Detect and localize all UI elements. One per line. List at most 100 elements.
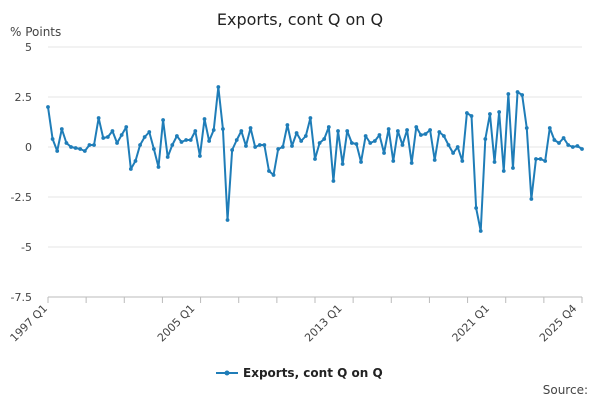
data-point bbox=[455, 145, 460, 149]
data-point bbox=[96, 116, 101, 120]
data-point bbox=[400, 143, 405, 147]
data-point bbox=[69, 145, 73, 149]
data-point bbox=[395, 129, 400, 133]
data-point bbox=[55, 149, 60, 153]
legend-dot-marker bbox=[224, 370, 230, 376]
data-point bbox=[561, 136, 566, 140]
data-point bbox=[138, 143, 142, 147]
data-point bbox=[216, 85, 221, 89]
y-tick-label: 5 bbox=[25, 41, 32, 54]
data-point bbox=[156, 165, 161, 169]
data-point bbox=[368, 141, 373, 145]
data-point bbox=[529, 197, 534, 201]
data-point bbox=[82, 149, 87, 153]
data-point bbox=[290, 144, 294, 148]
data-point bbox=[271, 173, 276, 177]
data-point bbox=[340, 162, 345, 166]
data-point bbox=[142, 135, 147, 139]
x-tick-label: 2005 Q1 bbox=[155, 302, 198, 345]
data-point bbox=[188, 138, 193, 142]
data-point bbox=[478, 229, 483, 233]
data-point bbox=[543, 159, 548, 163]
data-point bbox=[405, 128, 409, 132]
data-point bbox=[202, 117, 207, 121]
data-point bbox=[520, 93, 525, 97]
x-tick-label: 2025 Q4 bbox=[537, 302, 580, 345]
grid-lines bbox=[48, 46, 582, 298]
data-point bbox=[557, 141, 561, 145]
data-point bbox=[345, 129, 350, 133]
data-point bbox=[151, 147, 156, 151]
x-tick-label: 2013 Q1 bbox=[302, 302, 345, 345]
data-point bbox=[391, 159, 396, 163]
data-point bbox=[64, 141, 69, 145]
data-point bbox=[276, 147, 281, 151]
data-point bbox=[547, 126, 552, 130]
data-point bbox=[50, 137, 55, 141]
data-point bbox=[359, 160, 363, 164]
data-point bbox=[230, 148, 235, 152]
data-point bbox=[92, 143, 96, 147]
data-point bbox=[580, 147, 584, 151]
legend-label: Exports, cont Q on Q bbox=[243, 366, 383, 380]
data-point bbox=[446, 143, 451, 147]
data-point bbox=[428, 128, 432, 132]
data-point bbox=[349, 141, 354, 145]
data-point bbox=[377, 133, 382, 137]
legend[interactable]: Exports, cont Q on Q bbox=[216, 366, 383, 380]
y-tick-label: -2.5 bbox=[11, 191, 32, 204]
data-point bbox=[59, 127, 64, 131]
data-point bbox=[253, 145, 258, 149]
data-point bbox=[303, 134, 308, 138]
data-point bbox=[331, 179, 336, 183]
chart-title: Exports, cont Q on Q bbox=[217, 10, 383, 29]
data-point bbox=[105, 135, 110, 139]
x-axis: 1997 Q1 2005 Q1 2013 Q1 2021 Q1 2025 Q4 bbox=[8, 296, 583, 345]
x-tick-label: 2021 Q1 bbox=[450, 302, 493, 345]
data-point bbox=[87, 143, 92, 147]
data-point bbox=[423, 132, 428, 136]
data-point bbox=[497, 110, 502, 114]
data-point bbox=[244, 144, 248, 148]
data-point bbox=[198, 154, 202, 158]
data-point bbox=[492, 160, 497, 164]
data-point bbox=[221, 127, 225, 131]
data-point bbox=[285, 123, 290, 127]
data-point bbox=[234, 138, 239, 142]
unit-label: % Points bbox=[10, 25, 61, 39]
data-point bbox=[511, 166, 515, 170]
data-point bbox=[294, 131, 299, 135]
data-point bbox=[552, 138, 557, 142]
data-point bbox=[317, 141, 322, 145]
data-point bbox=[257, 143, 262, 147]
data-point bbox=[469, 114, 474, 118]
data-point bbox=[207, 139, 212, 143]
data-point bbox=[501, 169, 506, 173]
data-point bbox=[524, 126, 529, 130]
data-point bbox=[184, 138, 189, 142]
data-point bbox=[474, 206, 479, 210]
data-point bbox=[115, 141, 119, 145]
data-point bbox=[239, 129, 244, 133]
y-tick-label: -7.5 bbox=[11, 291, 32, 304]
data-point bbox=[566, 143, 571, 147]
data-point bbox=[483, 137, 488, 141]
data-point bbox=[488, 112, 492, 116]
data-point bbox=[133, 159, 138, 163]
y-tick-label: 0 bbox=[25, 141, 32, 154]
data-point bbox=[313, 157, 317, 161]
data-point bbox=[165, 155, 170, 159]
data-point bbox=[308, 116, 313, 120]
data-point bbox=[515, 90, 520, 94]
data-point bbox=[575, 144, 580, 148]
data-point bbox=[326, 125, 331, 129]
data-point bbox=[322, 137, 327, 141]
data-point bbox=[193, 129, 198, 133]
data-point bbox=[101, 136, 106, 140]
series-exports bbox=[46, 85, 584, 233]
data-point bbox=[147, 130, 152, 134]
data-point bbox=[78, 147, 83, 151]
data-point bbox=[506, 92, 511, 96]
data-point bbox=[437, 130, 442, 134]
data-point bbox=[363, 134, 368, 138]
